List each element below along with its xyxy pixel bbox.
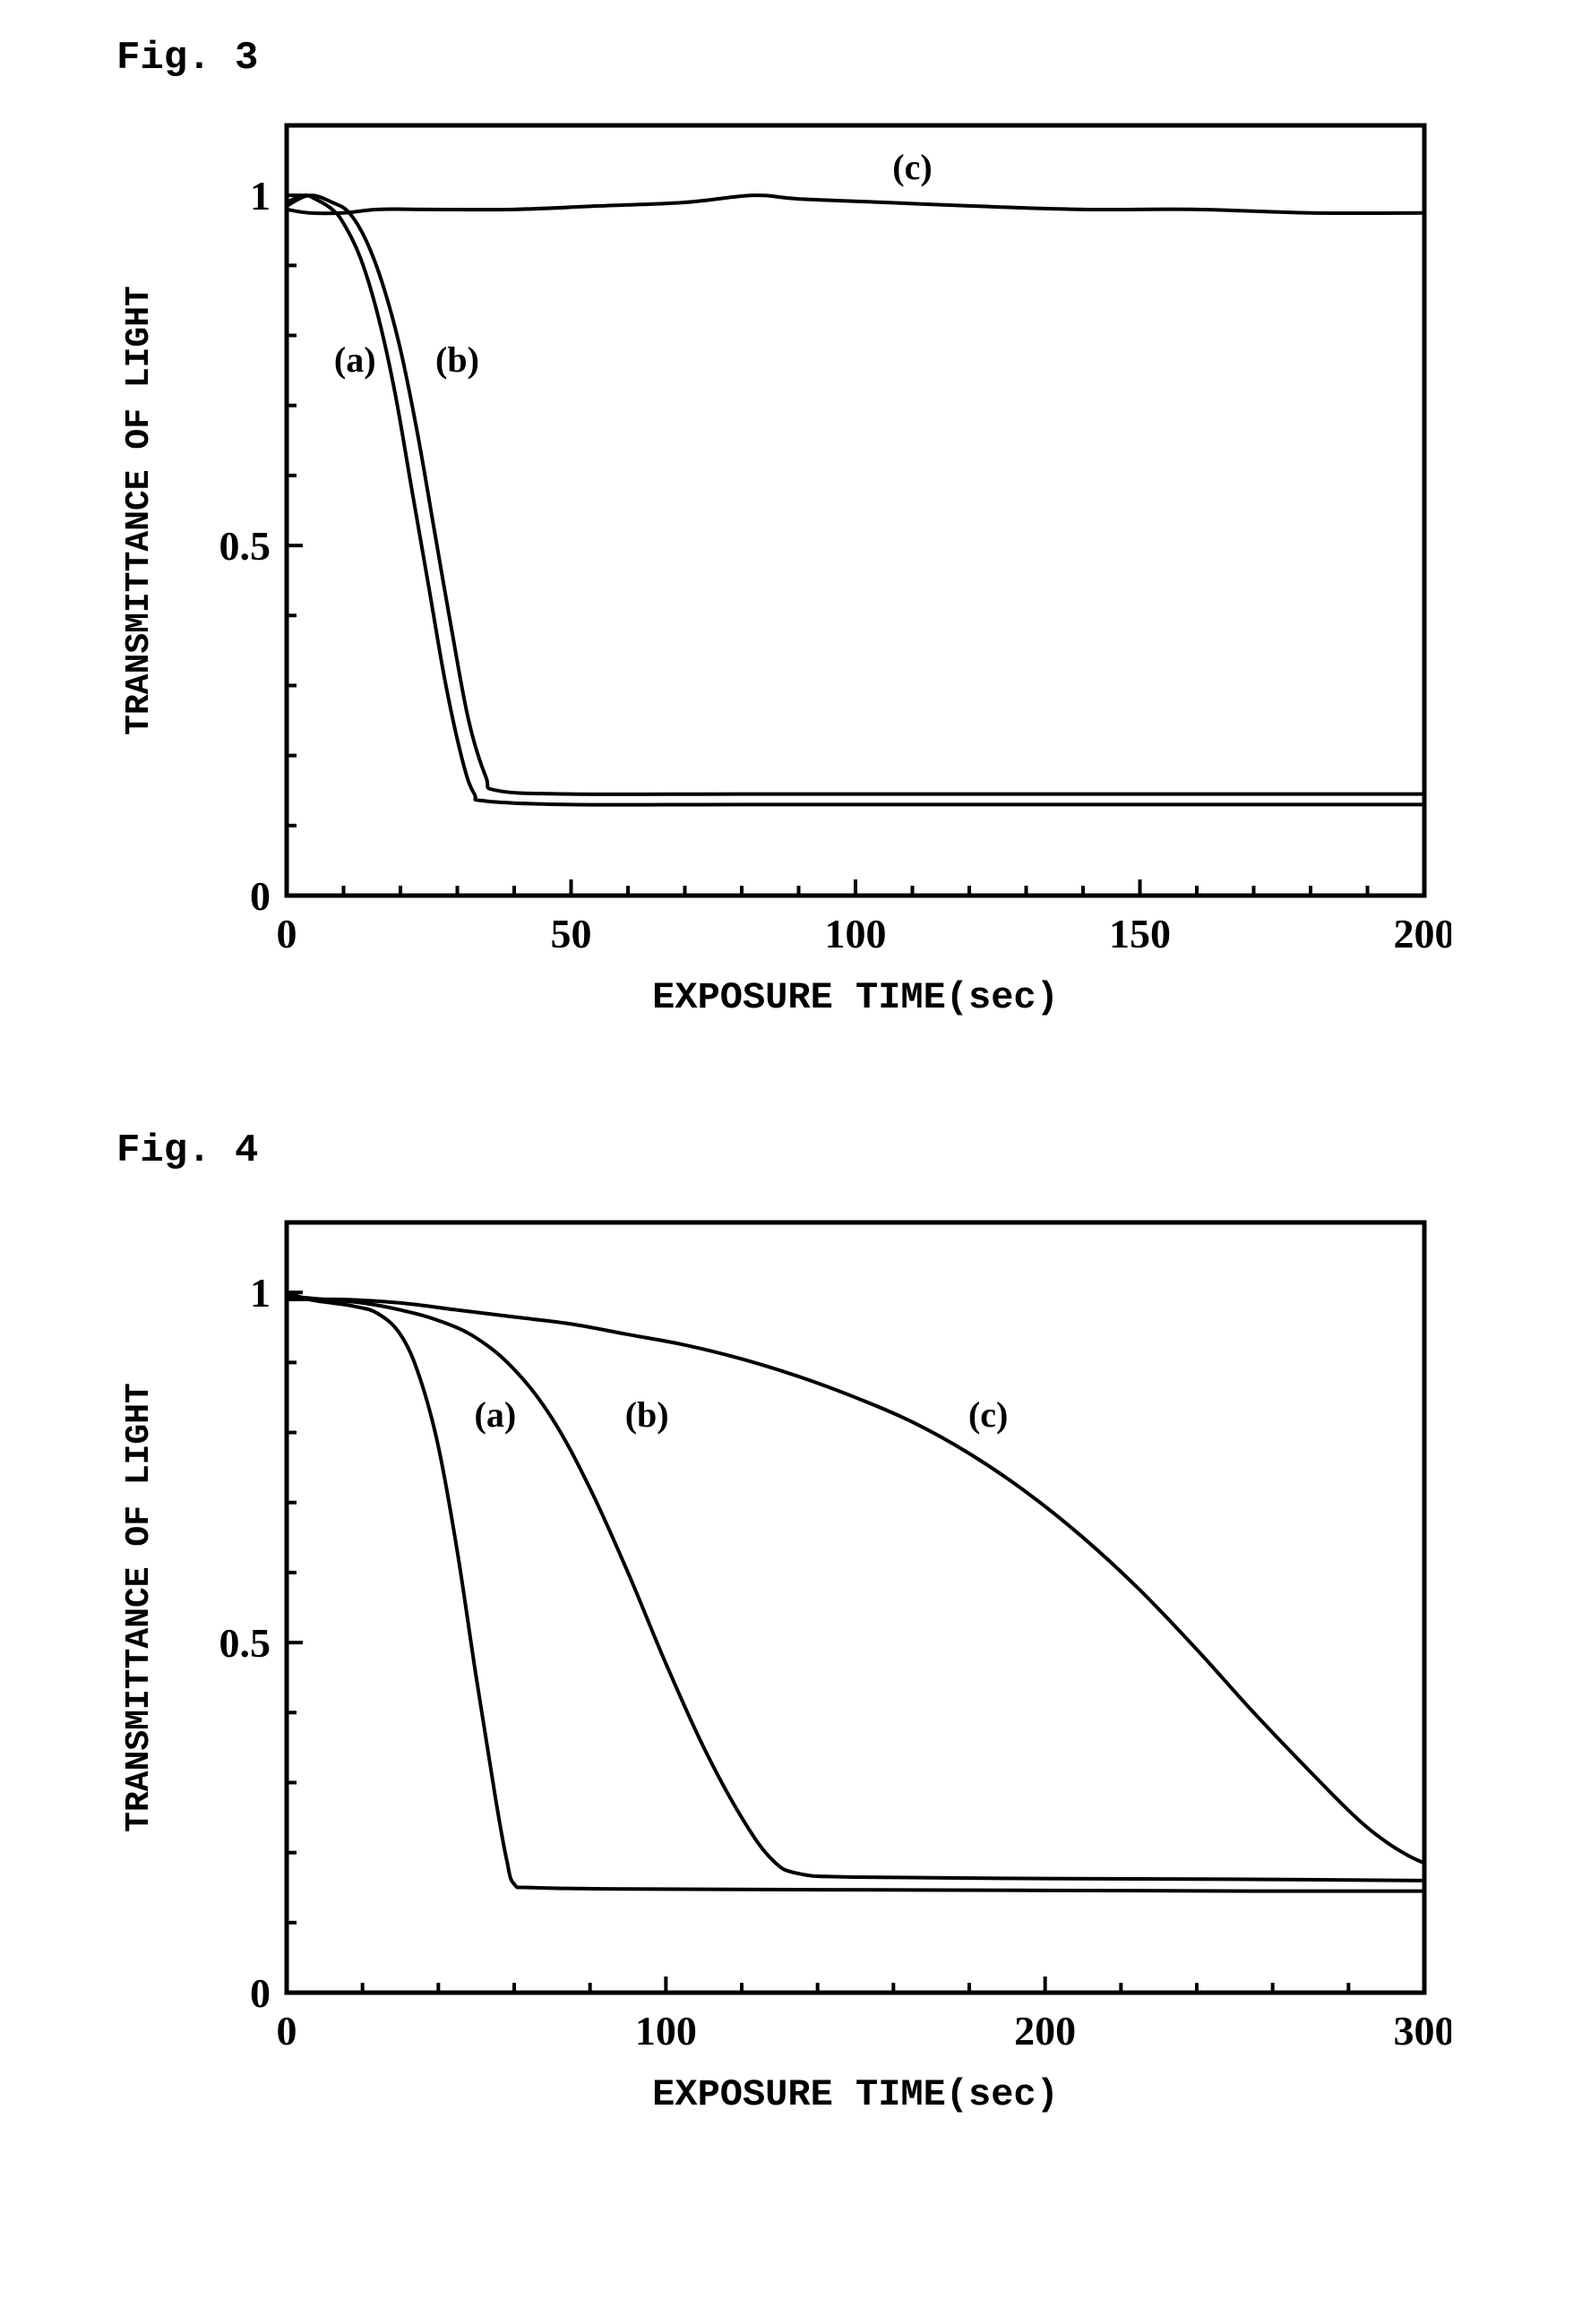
svg-text:TRANSMITTANCE OF LIGHT: TRANSMITTANCE OF LIGHT <box>120 1383 159 1832</box>
svg-text:(c): (c) <box>968 1394 1008 1435</box>
figure-3-label: Fig. 3 <box>116 36 258 81</box>
figure-4-label: Fig. 4 <box>116 1128 258 1173</box>
svg-text:100: 100 <box>635 2008 697 2054</box>
svg-text:150: 150 <box>1109 911 1171 956</box>
svg-text:0.5: 0.5 <box>219 523 271 569</box>
svg-text:1: 1 <box>250 173 271 219</box>
svg-text:(b): (b) <box>625 1394 669 1435</box>
svg-text:0.5: 0.5 <box>219 1620 271 1666</box>
svg-text:300: 300 <box>1394 2008 1452 2054</box>
svg-text:0: 0 <box>250 1970 271 2016</box>
svg-text:1: 1 <box>250 1270 271 1316</box>
svg-text:200: 200 <box>1014 2008 1076 2054</box>
svg-text:EXPOSURE TIME(sec): EXPOSURE TIME(sec) <box>652 976 1059 1019</box>
svg-text:0: 0 <box>277 911 297 956</box>
figure-3-chart: 0 50 100 150 200 0 0.5 1 EXPOSURE TIME(sec) TRANS… <box>99 107 1451 1030</box>
svg-text:0: 0 <box>277 2008 297 2054</box>
svg-text:(a): (a) <box>334 339 376 380</box>
svg-text:0: 0 <box>250 873 271 919</box>
svg-text:(b): (b) <box>435 339 479 380</box>
svg-text:EXPOSURE TIME(sec): EXPOSURE TIME(sec) <box>652 2073 1059 2116</box>
svg-text:(a): (a) <box>475 1394 517 1435</box>
figure-4-chart: 0 100 200 300 0 0.5 1 EXPOSURE TIME(sec) TRANSMI… <box>99 1205 1451 2127</box>
svg-text:100: 100 <box>825 911 887 956</box>
svg-text:200: 200 <box>1394 911 1452 956</box>
svg-text:(c): (c) <box>892 147 932 187</box>
svg-text:50: 50 <box>551 911 592 956</box>
svg-text:TRANSMITTANCE OF LIGHT: TRANSMITTANCE OF LIGHT <box>120 286 159 735</box>
